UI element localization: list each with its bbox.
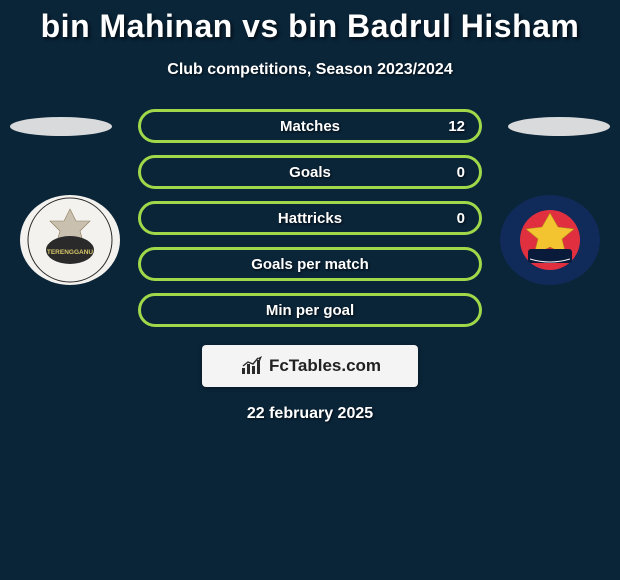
- chart-icon: [239, 356, 265, 376]
- watermark: FcTables.com: [202, 345, 418, 387]
- stat-row-goals: Goals 0: [138, 155, 482, 189]
- stat-label: Hattricks: [278, 210, 342, 227]
- comparison-area: TERENGGANU Matches 12 Goals 0: [0, 109, 620, 327]
- stat-label: Goals: [289, 164, 331, 181]
- stat-label: Min per goal: [266, 302, 354, 319]
- stat-right-value: 12: [448, 118, 465, 135]
- subtitle: Club competitions, Season 2023/2024: [167, 61, 452, 79]
- stat-row-goals-per-match: Goals per match: [138, 247, 482, 281]
- stat-right-value: 0: [457, 210, 465, 227]
- player-left-placeholder: [10, 117, 112, 136]
- club-left-text: TERENGGANU: [47, 249, 94, 256]
- club-badge-left: TERENGGANU: [20, 195, 120, 285]
- stat-right-value: 0: [457, 164, 465, 181]
- watermark-text: FcTables.com: [269, 356, 381, 376]
- player-right-placeholder: [508, 117, 610, 136]
- stat-row-min-per-goal: Min per goal: [138, 293, 482, 327]
- stats-list: Matches 12 Goals 0 Hattricks 0 Goals per…: [138, 109, 482, 327]
- stat-row-matches: Matches 12: [138, 109, 482, 143]
- club-badge-right: [500, 195, 600, 285]
- stat-label: Matches: [280, 118, 340, 135]
- stat-label: Goals per match: [251, 256, 369, 273]
- page-title: bin Mahinan vs bin Badrul Hisham: [41, 8, 580, 45]
- stat-row-hattricks: Hattricks 0: [138, 201, 482, 235]
- date-text: 22 february 2025: [247, 405, 373, 423]
